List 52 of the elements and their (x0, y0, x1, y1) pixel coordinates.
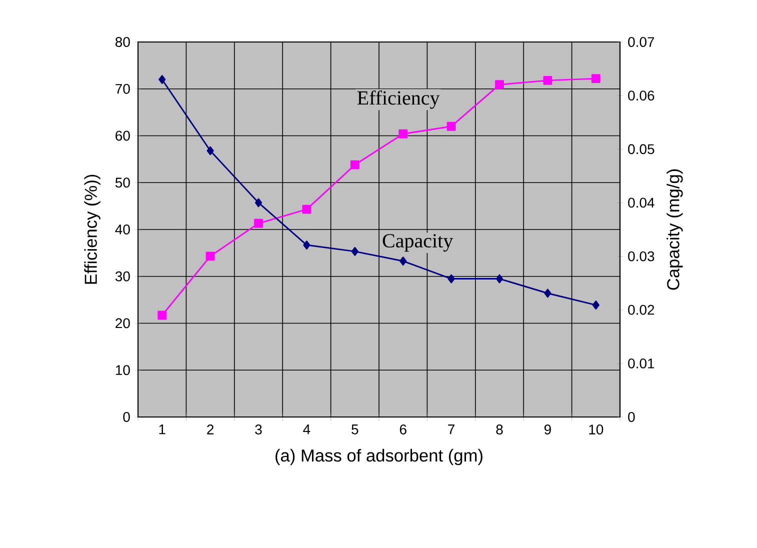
series-label: Capacity (382, 234, 454, 252)
x-tick-label: 6 (400, 424, 406, 434)
y2-tick-label: 0.03 (628, 251, 654, 262)
y-tick-label: 80 (115, 37, 130, 47)
y-tick-label: 40 (115, 224, 130, 234)
point (446, 122, 456, 131)
point (206, 146, 214, 156)
y-tick-label: 0 (123, 412, 130, 422)
y-tick-label: 70 (116, 84, 130, 94)
point (496, 274, 504, 284)
point (351, 246, 358, 256)
point (448, 274, 455, 284)
x-tick-label: 10 (589, 424, 604, 434)
point (400, 256, 407, 266)
x-tick-label: 8 (496, 424, 503, 434)
x-axis-title: (a) Mass of adsorbent (gm) (276, 448, 482, 466)
y2-axis-title: Capacity (mg/g) (666, 169, 683, 290)
y2-tick-label: 0.06 (628, 90, 654, 101)
y2-tick-label: 0.05 (628, 144, 654, 154)
point (206, 252, 215, 261)
x-tick-label: 2 (207, 424, 214, 434)
point (544, 288, 552, 298)
point (495, 80, 504, 90)
point (303, 240, 310, 250)
y-tick-label: 10 (116, 365, 130, 376)
x-tick-label: 7 (448, 424, 454, 434)
y-tick-label: 30 (115, 271, 130, 282)
y-tick-label: 20 (116, 318, 130, 328)
point (591, 74, 600, 84)
y-axis-title: Efficiency (%)) (84, 174, 100, 284)
point (158, 310, 167, 320)
y2-tick-label: 0.04 (628, 198, 654, 208)
y2-tick-label: 0.01 (628, 358, 654, 368)
x-tick-label: 5 (352, 424, 358, 434)
x-tick-label: 3 (255, 424, 262, 434)
point (254, 218, 263, 228)
y2-tick-label: 0.07 (628, 37, 654, 47)
y2-tick-label: 0.02 (628, 304, 654, 315)
x-tick-label: 1 (159, 424, 166, 434)
point (350, 160, 360, 170)
y-tick-label: 60 (116, 130, 130, 141)
y2-tick-label: 0 (628, 412, 635, 422)
point (254, 198, 262, 208)
point (543, 76, 552, 85)
point (592, 300, 600, 310)
y-tick-label: 50 (115, 178, 130, 188)
x-tick-label: 9 (544, 424, 551, 434)
x-tick-label: 4 (303, 424, 310, 434)
series-label: Efficiency (357, 90, 440, 109)
point (302, 204, 312, 214)
point (158, 75, 166, 84)
point (398, 129, 408, 138)
